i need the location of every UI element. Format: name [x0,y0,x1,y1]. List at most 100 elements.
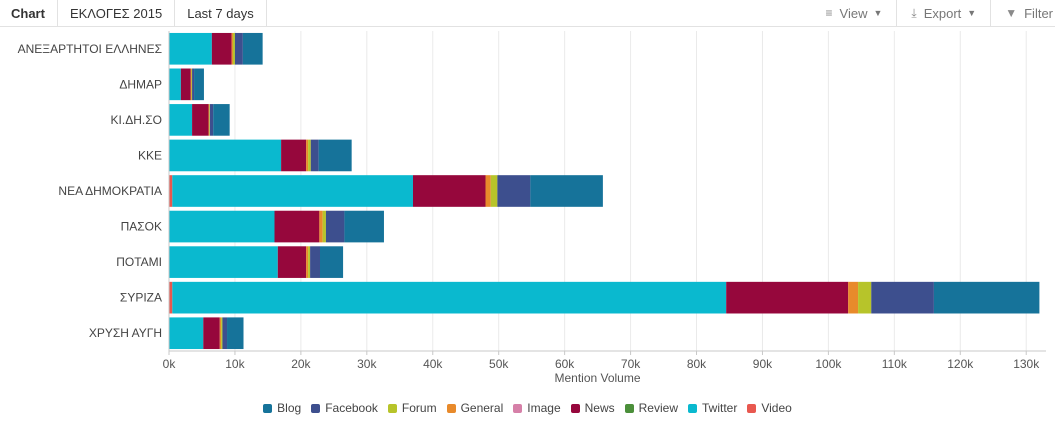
legend-item-blog[interactable]: Blog [263,401,301,415]
bar-segment-twitter [169,317,204,350]
legend-swatch [688,403,697,413]
bar-segment-forum [209,104,210,136]
legend-swatch [624,403,634,413]
category-label: ΔΗΜΑΡ [119,77,162,91]
x-tick-label: 50k [489,357,509,371]
bar-segment-forum [308,246,311,278]
bar-segment-video [169,281,173,314]
x-axis-title: Mention Volume [554,371,640,385]
x-tick-label: 100k [815,357,842,371]
bar-segment-blog [227,317,244,350]
stacked-bar-chart: ΑΝΕΞΑΡΤΗΤΟΙ ΕΛΛΗΝΕΣ ΔΗΜΑΡ ΚΙ.ΔΗ.ΣΟ ΚΚΕ ΝΕΑ Δ… [18,31,1046,385]
legend-label: Twitter [702,401,738,415]
download-icon: ⤓ [911,5,917,20]
filter-button[interactable]: ▼ Filter [990,0,1055,26]
legend-item-news[interactable]: News [570,401,615,415]
x-tick-label: 30k [357,357,377,371]
legend-item-twitter[interactable]: Twitter [688,401,737,415]
bar-segment-news [203,317,220,350]
x-tick-label: 20k [291,357,311,371]
legend-item-general[interactable]: General [446,401,504,415]
bar-segment-forum [490,175,498,207]
legend-item-image[interactable]: Image [513,401,561,415]
x-tick-label: 130k [1013,357,1040,371]
bar-segment-general [190,68,192,101]
legend-item-review[interactable]: Review [624,401,678,415]
bar-segment-forum [308,139,311,172]
bar-segment-news [211,32,232,65]
bar-segment-general [319,210,323,243]
category-label: ΚΚΕ [138,148,162,162]
chevron-down-icon: ▼ [967,8,977,18]
bar-segment-forum [221,317,223,350]
chart-toolbar: Chart ΕΚΛΟΓΕΣ 2015 Last 7 days ≡ View ▼ … [0,0,1055,27]
bar-segment-blog [320,246,344,278]
x-tick-label: 110k [882,357,908,371]
bar-segment-facebook [497,175,531,207]
filter-label: Filter [1024,5,1053,21]
category-label: ΧΡΥΣΗ ΑΥΓΗ [89,326,162,340]
bar-segment-news [726,281,849,314]
chevron-down-icon: ▼ [873,8,883,18]
bar-segment-news [274,210,320,243]
bar-segment-blog [530,175,603,207]
bar-segment-news [412,175,486,207]
legend-swatch [446,403,456,413]
bar-segment-general [219,317,222,350]
legend-label: Facebook [325,401,378,415]
legend-item-facebook[interactable]: Facebook [311,401,378,415]
bar-segment-general [306,246,309,278]
bar-segment-blog [344,210,384,243]
bar-segment-general [485,175,491,207]
bar-segment-blog [318,139,352,172]
bar-segment-twitter [172,175,413,207]
bar-segment-blog [242,32,263,65]
legend-label: Image [527,401,561,415]
bar-segment-general [231,32,233,65]
x-tick-label: 80k [687,357,707,371]
x-tick-label: 10k [225,357,245,371]
bar-segment-facebook [871,281,934,314]
legend-label: Blog [277,401,302,415]
bar-segment-blog [194,68,204,101]
x-tick-label: 90k [753,357,773,371]
bar-segment-facebook [209,104,214,136]
bar-segment-forum [232,32,235,65]
legend-swatch [513,403,523,413]
x-tick-label: 60k [555,357,575,371]
category-label: ΣΥΡΙΖΑ [120,291,162,305]
legend-swatch [387,403,397,413]
bar-segment-facebook [222,317,228,350]
legend-label: General [460,401,504,415]
bar-segment-facebook [234,32,243,65]
bar-segment-general [306,139,309,172]
bar-segment-facebook [310,139,319,172]
category-label: ΚΙ.ΔΗ.ΣΟ [111,113,162,127]
bar-segment-facebook [192,68,195,101]
legend-label: Forum [401,401,437,415]
bar-segment-twitter [169,68,181,101]
view-menu-button[interactable]: ≡ View ▼ [812,0,897,26]
bar-segment-news [281,139,307,172]
bar-segment-blog [933,281,1040,314]
bar-segment-twitter [169,210,275,243]
bar-segment-twitter [169,104,193,136]
legend-label: News [584,401,615,415]
export-menu-button[interactable]: ⤓ Export ▼ [896,0,990,26]
bar-segment-video [169,175,173,207]
funnel-icon: ▼ [1005,6,1018,20]
bar-segment-news [277,246,307,278]
bar-segment-forum [322,210,326,243]
legend-item-video[interactable]: Video [747,401,792,415]
legend-item-forum[interactable]: Forum [387,401,437,415]
list-icon: ≡ [825,6,833,20]
legend-label: Video [761,401,792,415]
tab-campaign[interactable]: ΕΚΛΟΓΕΣ 2015 [58,0,176,26]
legend-swatch [263,403,273,413]
category-label: ΝΕΑ ΔΗΜΟΚΡΑΤΙΑ [58,184,162,198]
x-tick-label: 40k [423,357,443,371]
date-range-selector[interactable]: Last 7 days [175,0,267,26]
tab-chart[interactable]: Chart [0,0,58,26]
legend-swatch [747,403,757,413]
export-label: Export [923,5,962,21]
